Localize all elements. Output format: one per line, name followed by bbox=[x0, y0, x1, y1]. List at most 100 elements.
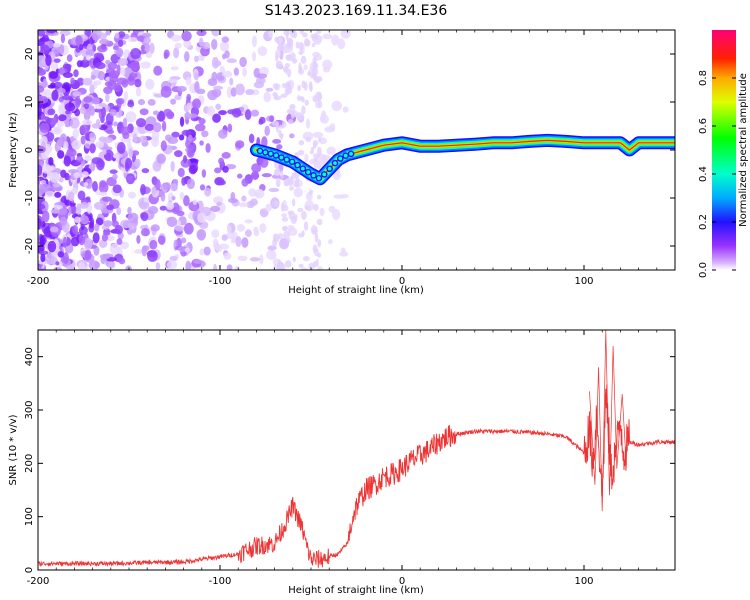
spectrogram-y-tick-label: -20 bbox=[24, 238, 35, 254]
spectrogram-cell bbox=[151, 186, 157, 196]
spectrogram-cell bbox=[166, 202, 175, 210]
spectrogram-cell bbox=[76, 60, 83, 68]
spectrogram-cell bbox=[308, 80, 313, 91]
spectrogram-cell bbox=[58, 44, 65, 54]
spectrogram-cell bbox=[332, 170, 341, 181]
spectrogram-cell bbox=[101, 196, 113, 202]
spectrogram-cell bbox=[187, 134, 193, 142]
spectrogram-cell bbox=[76, 155, 84, 163]
spectrogram-cell bbox=[173, 47, 180, 59]
spectrogram-cell bbox=[196, 30, 207, 37]
spectrogram-cell bbox=[178, 246, 186, 253]
spectrogram-cell bbox=[297, 84, 302, 92]
spectrogram-cell bbox=[58, 114, 67, 122]
spectrogram-cell bbox=[94, 223, 100, 232]
spectrogram-cell bbox=[277, 36, 284, 44]
snr-x-tick-label: 100 bbox=[574, 576, 593, 587]
spectrogram-cell bbox=[136, 234, 141, 244]
spectrogram-cell bbox=[132, 133, 138, 144]
spectrogram-cell bbox=[115, 47, 124, 58]
spectrogram-cell bbox=[82, 77, 93, 86]
spectrogram-cell bbox=[79, 124, 89, 135]
spectrogram-cell bbox=[309, 150, 314, 155]
spectrogram-cell bbox=[286, 86, 293, 95]
spectrogram-cell bbox=[312, 142, 317, 149]
spectrogram-cell bbox=[198, 37, 204, 47]
spectrogram-cell bbox=[52, 182, 61, 188]
spectrogram-cell bbox=[201, 130, 209, 138]
spectrogram-cell bbox=[58, 208, 68, 216]
spectrogram-cell bbox=[38, 177, 41, 186]
spectrogram-cell bbox=[312, 244, 318, 253]
spectrogram-cell bbox=[170, 183, 178, 192]
spectrogram-cell bbox=[90, 97, 100, 105]
spectrogram-cell bbox=[63, 155, 72, 167]
spectrogram-cell bbox=[221, 152, 231, 159]
spectrogram-cell bbox=[103, 220, 113, 227]
spectrogram-ridge-blob bbox=[283, 156, 291, 163]
spectrogram-cell bbox=[328, 239, 333, 245]
spectrogram-cell bbox=[41, 210, 50, 223]
spectrogram-ridge-blob bbox=[347, 150, 355, 158]
spectrogram-cell bbox=[272, 138, 282, 144]
spectrogram-x-tick-label: -100 bbox=[209, 276, 232, 287]
spectrogram-cell bbox=[140, 61, 151, 69]
spectrogram-cell bbox=[45, 253, 55, 265]
spectrogram-cell bbox=[277, 259, 282, 268]
spectrogram-cell bbox=[338, 251, 349, 257]
spectrogram-cell bbox=[183, 222, 194, 235]
spectrogram-cell bbox=[218, 129, 228, 139]
spectrogram-cell bbox=[326, 146, 336, 155]
spectrogram-cell bbox=[177, 85, 187, 92]
spectrogram-cell bbox=[101, 233, 109, 242]
spectrogram-cell bbox=[184, 111, 191, 120]
spectrogram-cell bbox=[141, 168, 150, 174]
spectrogram-cell bbox=[106, 235, 115, 242]
spectrogram-cell bbox=[66, 54, 73, 62]
spectrogram-cell bbox=[307, 71, 311, 76]
spectrogram-cell bbox=[117, 58, 129, 66]
spectrogram-cell bbox=[275, 84, 279, 91]
spectrogram-cell bbox=[183, 39, 192, 49]
spectrogram-cell bbox=[339, 194, 349, 199]
spectrogram-cell bbox=[205, 143, 211, 153]
snr-y-tick-label: 300 bbox=[24, 400, 35, 419]
spectrogram-cell bbox=[140, 184, 146, 196]
spectrogram-cell bbox=[203, 246, 211, 256]
spectrogram-cell bbox=[92, 181, 98, 192]
spectrogram-cell bbox=[245, 229, 252, 238]
spectrogram-cell bbox=[281, 226, 287, 232]
spectrogram-cell bbox=[188, 164, 198, 175]
spectrogram-cell bbox=[301, 96, 305, 103]
spectrogram-cell bbox=[62, 252, 69, 264]
spectrogram-cell bbox=[182, 155, 188, 164]
spectrogram-speckle bbox=[38, 30, 351, 270]
spectrogram-cell bbox=[64, 199, 72, 207]
spectrogram-cell bbox=[38, 146, 46, 153]
colorbar-tick-label: 0.6 bbox=[698, 118, 709, 134]
spectrogram-cell bbox=[147, 98, 156, 106]
spectrogram-cell bbox=[109, 108, 117, 117]
spectrogram-cell bbox=[112, 184, 122, 194]
spectrogram-cell bbox=[265, 87, 274, 92]
spectrogram-cell bbox=[256, 73, 268, 79]
spectrogram-cell bbox=[281, 120, 287, 128]
spectrogram-ridge-blob bbox=[315, 174, 323, 182]
spectrogram-cell bbox=[38, 96, 49, 104]
spectrogram-cell bbox=[139, 108, 149, 116]
spectrogram-cell bbox=[116, 141, 126, 154]
spectrogram-cell bbox=[60, 33, 66, 44]
spectrogram-cell bbox=[49, 172, 60, 184]
spectrogram-cell bbox=[48, 156, 54, 166]
spectrogram-cell bbox=[209, 205, 221, 213]
spectrogram-cell bbox=[64, 102, 76, 112]
snr-y-tick-label: 400 bbox=[24, 347, 35, 366]
spectrogram-cell bbox=[88, 260, 100, 270]
spectrogram-cell bbox=[312, 57, 317, 64]
spectrogram-cell bbox=[155, 262, 161, 270]
spectrogram-cell bbox=[201, 169, 207, 178]
spectrogram-cell bbox=[251, 163, 262, 173]
spectrogram-cell bbox=[298, 62, 302, 72]
spectrogram-cell bbox=[126, 175, 134, 181]
spectrogram-cell bbox=[184, 51, 190, 63]
